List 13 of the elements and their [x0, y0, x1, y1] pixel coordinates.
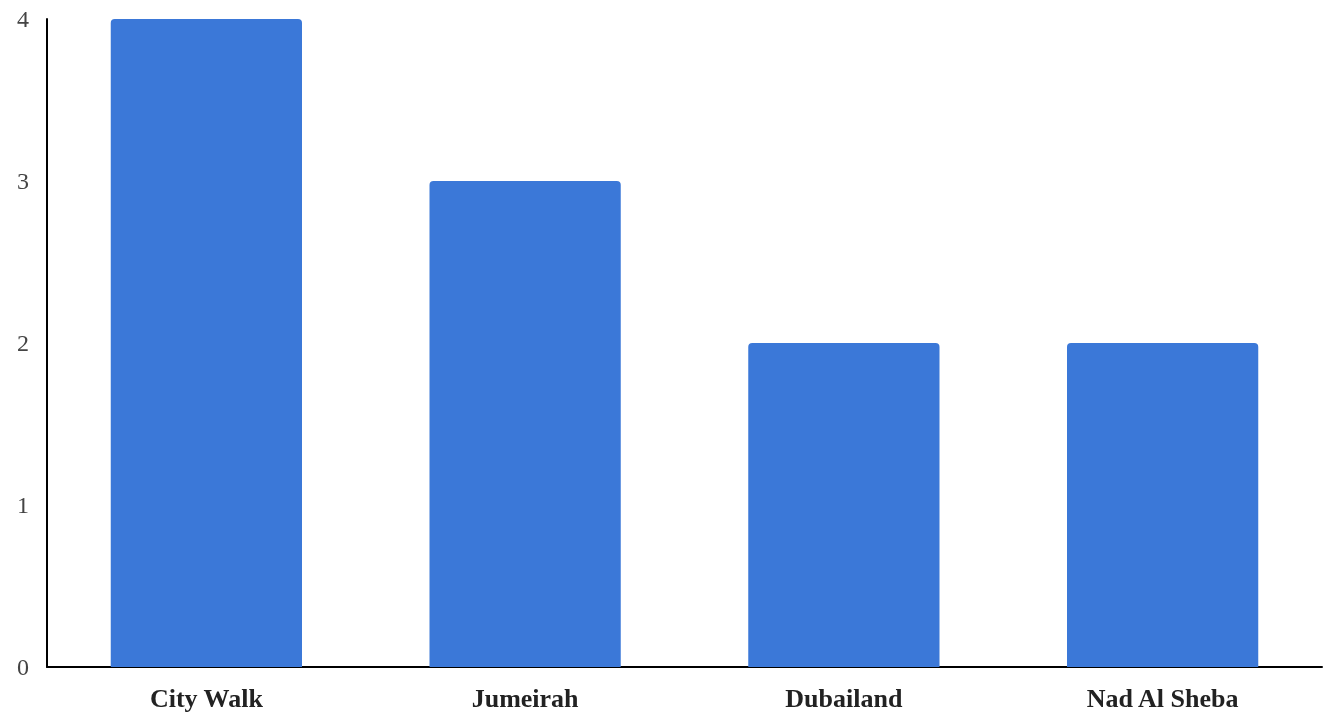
x-tick-label: Jumeirah — [471, 683, 580, 713]
y-tick-label: 2 — [17, 330, 29, 356]
x-tick-label: Nad Al Sheba — [1086, 683, 1239, 713]
bar — [429, 181, 621, 667]
y-tick-label: 3 — [17, 168, 29, 194]
bar — [748, 343, 940, 667]
x-tick-label: City Walk — [149, 683, 264, 713]
x-tick-label: Dubailand — [785, 683, 903, 713]
bar — [1067, 343, 1259, 667]
y-tick-label: 4 — [17, 6, 29, 32]
bar — [110, 19, 302, 667]
y-tick-label: 0 — [17, 654, 29, 680]
y-tick-label: 1 — [17, 492, 29, 518]
